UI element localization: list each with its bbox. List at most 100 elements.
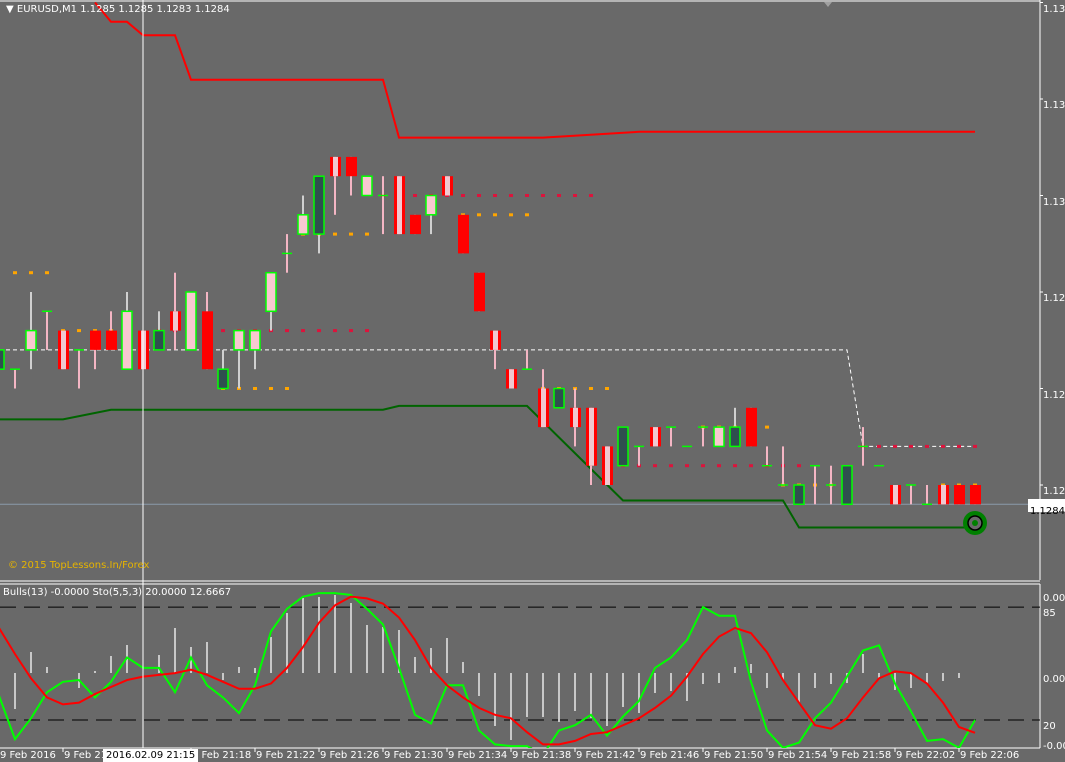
dropdown-triangle-icon[interactable]: ▼ bbox=[6, 4, 14, 15]
candle bbox=[793, 484, 805, 506]
level-dot bbox=[525, 213, 529, 217]
level-dot bbox=[973, 444, 977, 448]
chart-shift-marker-icon[interactable] bbox=[824, 2, 832, 7]
candle-body-inner bbox=[493, 330, 498, 350]
candle bbox=[58, 330, 69, 370]
level-dot bbox=[333, 329, 337, 333]
candle bbox=[282, 234, 292, 273]
level-dot bbox=[573, 194, 577, 197]
level-dot bbox=[877, 444, 881, 448]
level-dot bbox=[45, 271, 49, 275]
time-axis-label: 9 Feb 21:58 bbox=[832, 750, 892, 761]
level-dot bbox=[349, 329, 353, 333]
level-dot bbox=[13, 271, 17, 275]
level-dot bbox=[669, 464, 673, 468]
price-axis-label: 1.1290 bbox=[1043, 383, 1065, 402]
candle bbox=[330, 156, 341, 215]
level-dot bbox=[493, 194, 497, 197]
candle-body-bull bbox=[361, 175, 373, 197]
candle-body-bull bbox=[121, 310, 133, 370]
time-axis-label: 9 Feb 22:02 bbox=[896, 750, 956, 761]
price-label-text: 1.1290 bbox=[1043, 389, 1065, 401]
level-dot bbox=[717, 464, 721, 468]
candle-body-inner bbox=[173, 311, 178, 331]
level-dot bbox=[701, 464, 705, 468]
sub-axis-label: 0.000 bbox=[1043, 593, 1065, 604]
candle bbox=[970, 485, 981, 505]
candle bbox=[810, 464, 820, 505]
level-dot bbox=[365, 232, 369, 236]
time-axis-label: 9 Feb 21:26 bbox=[320, 750, 380, 761]
candle-body-bull bbox=[153, 329, 165, 351]
candle bbox=[425, 194, 437, 235]
main-chart-frame bbox=[0, 0, 1041, 749]
candle-body-inner bbox=[61, 330, 66, 370]
candle-body-bull bbox=[0, 349, 5, 370]
time-axis-label: 9 Feb 21:46 bbox=[640, 750, 700, 761]
candle-body-bull bbox=[425, 194, 437, 216]
level-dot bbox=[333, 232, 337, 236]
price-axis-label: 1.1285 bbox=[1043, 479, 1065, 498]
level-dot bbox=[253, 387, 257, 390]
candle-body-bull bbox=[249, 329, 261, 351]
candle-body-bear bbox=[474, 272, 485, 312]
candle-body-bull bbox=[729, 426, 741, 448]
sub-axis-20: 20 bbox=[1043, 714, 1065, 733]
candle-body-inner bbox=[445, 176, 450, 196]
candle-body-inner bbox=[893, 485, 898, 505]
level-dot bbox=[589, 194, 593, 197]
candle bbox=[361, 175, 373, 197]
candle bbox=[586, 407, 597, 485]
sub-axis-label: 20 bbox=[1043, 721, 1056, 732]
candle bbox=[922, 485, 932, 506]
candle bbox=[858, 427, 868, 466]
time-axis-label: 9 Feb 21:54 bbox=[768, 750, 828, 761]
level-dot bbox=[525, 194, 529, 197]
sub-axis-85: 85 bbox=[1043, 601, 1065, 620]
time-axis-label: 9 Feb 21:34 bbox=[448, 750, 508, 761]
candle bbox=[906, 484, 916, 505]
level-dot bbox=[797, 464, 801, 468]
level-dot bbox=[893, 444, 897, 448]
candle-body-bull bbox=[617, 426, 629, 467]
candle-body-inner bbox=[941, 485, 946, 505]
candle bbox=[394, 176, 405, 235]
candle-body-inner bbox=[333, 156, 338, 177]
candle bbox=[442, 176, 453, 196]
current-price-value: 1.1284 bbox=[1030, 506, 1065, 517]
candle-body-bull bbox=[25, 329, 37, 351]
level-dot bbox=[349, 232, 353, 236]
candle-body-bear bbox=[954, 485, 965, 505]
time-axis-label: 9 Feb 21:50 bbox=[704, 750, 764, 761]
crosshair-time-label: 2016.02.09 21:15 bbox=[103, 749, 199, 762]
level-dot bbox=[765, 425, 769, 429]
candle-body-bull bbox=[185, 291, 197, 351]
candle-body-bear bbox=[106, 330, 117, 350]
candle bbox=[650, 427, 661, 447]
candle bbox=[202, 292, 213, 370]
candle-body-bull bbox=[793, 484, 805, 506]
candle-body-bull bbox=[553, 387, 565, 409]
level-dot bbox=[477, 194, 481, 197]
candle bbox=[378, 176, 388, 235]
level-dot bbox=[509, 213, 513, 217]
candle bbox=[185, 291, 197, 351]
level-dot bbox=[413, 194, 417, 197]
candle bbox=[265, 271, 277, 331]
candle bbox=[826, 465, 836, 505]
time-axis-label: 9 Feb 21:10 bbox=[64, 750, 124, 761]
level-dot bbox=[909, 444, 913, 448]
candle bbox=[233, 329, 245, 389]
level-dot bbox=[733, 464, 737, 468]
candle bbox=[297, 195, 309, 235]
candle bbox=[490, 330, 501, 370]
time-axis-label: 9 Feb 22:06 bbox=[960, 750, 1020, 761]
candle bbox=[346, 156, 357, 196]
level-dot bbox=[29, 271, 33, 275]
price-label-text: 1.1300 bbox=[1043, 196, 1065, 208]
candle bbox=[762, 446, 772, 467]
candle bbox=[698, 426, 708, 447]
symbol-header: ▼ EURUSD,M1 1.1285 1.1285 1.1283 1.1284 bbox=[6, 4, 230, 16]
